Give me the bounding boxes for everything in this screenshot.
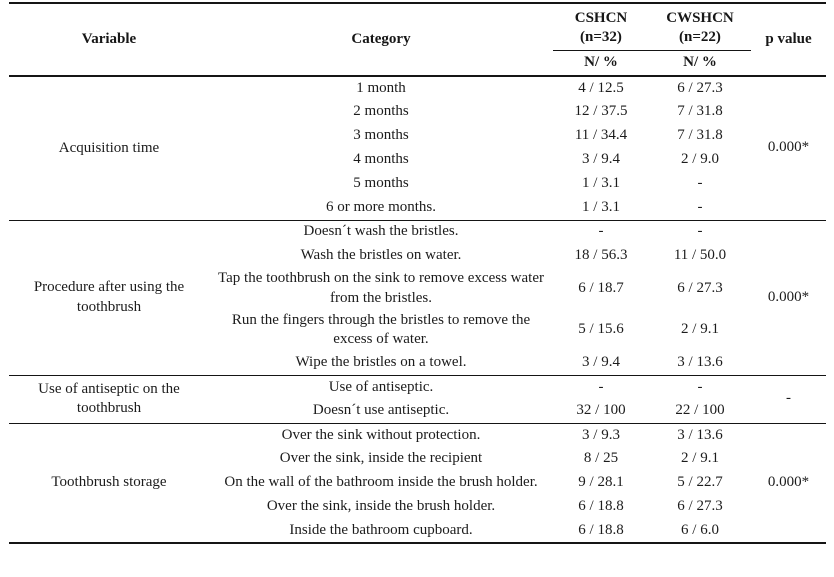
cshcn-value-cell: 1 / 3.1	[582, 198, 620, 215]
cwshcn-value-cell: 6 / 27.3	[649, 75, 751, 100]
table-row: Procedure after using the toothbrush Does…	[9, 219, 826, 376]
subheader-cwshcn-npct: N/ %	[649, 50, 751, 77]
variable-cell: Acquisition time	[9, 75, 209, 220]
category-cell: 5 months	[353, 175, 409, 192]
group2-name: CWSHCN	[666, 10, 734, 26]
cwshcn-value-cell: 11 / 50.0	[673, 247, 727, 264]
column-header-category: Category	[209, 3, 553, 77]
cshcn-value-cell: 9 / 28.1	[578, 474, 624, 491]
variable-cell: Use of antiseptic on the toothbrush	[9, 374, 209, 424]
results-table: Variable Category CSHCN (n=32) CWSHCN (n…	[9, 2, 826, 545]
table-body: Acquisition time 1 month 4 / 12.5 6 / 27.3 0…	[9, 75, 826, 544]
column-header-cwshcn: CWSHCN (n=22)	[649, 3, 751, 51]
table-row: On the wall of the bathroom inside the b…	[9, 471, 826, 495]
category-cell: Run the fingers through the bristles to …	[231, 311, 531, 348]
category-cell: Tap the toothbrush on the sink to remove…	[218, 270, 544, 306]
category-cell: 2 months	[353, 103, 409, 120]
category-cell: Over the sink without protection.	[209, 422, 553, 448]
table-row: 6 or more months. 1 / 3.1 -	[9, 196, 826, 220]
group1-name: CSHCN	[574, 10, 628, 26]
table-row: Toothbrush storage Over the sink without …	[9, 422, 826, 544]
category-cell: Over the sink, inside the brush holder.	[266, 498, 496, 515]
cwshcn-value-cell: -	[649, 374, 751, 400]
cshcn-value-cell: 6 / 18.8	[578, 521, 624, 538]
category-cell: Over the sink, inside the recipient	[279, 450, 483, 467]
table-row: Use of antiseptic on the toothbrush Use o…	[9, 374, 826, 424]
cwshcn-value-cell: 2 / 9.0	[681, 151, 719, 168]
cshcn-value-cell: -	[553, 219, 649, 244]
cwshcn-value-cell: 2 / 9.1	[681, 321, 719, 338]
cshcn-value-cell: 6 / 18.7	[578, 279, 624, 296]
table-row: Wash the bristles on water. 18 / 56.3 11 /…	[9, 244, 826, 268]
column-header-variable: Variable	[9, 3, 209, 77]
cwshcn-value-cell: 7 / 31.8	[677, 103, 723, 120]
cshcn-value-cell: 1 / 3.1	[582, 175, 620, 192]
category-cell: Wipe the bristles on a towel.	[295, 354, 467, 371]
cwshcn-value-cell: 7 / 31.8	[677, 127, 723, 144]
cwshcn-value-cell: 6 / 6.0	[681, 521, 719, 538]
category-cell: Inside the bathroom cupboard.	[289, 521, 473, 538]
category-cell: Doesn´t use antiseptic.	[312, 402, 450, 419]
table-row: Inside the bathroom cupboard. 6 / 18.8 6 /…	[9, 519, 826, 543]
cwshcn-value-cell: 3 / 13.6	[677, 354, 723, 371]
cshcn-value-cell: 32 / 100	[576, 402, 626, 419]
category-cell: On the wall of the bathroom inside the b…	[224, 474, 538, 491]
cwshcn-value-cell: 2 / 9.1	[681, 450, 719, 467]
cwshcn-value-cell: 6 / 27.3	[677, 279, 723, 296]
table-row: Over the sink, inside the recipient 8 / 2…	[9, 447, 826, 471]
cwshcn-value-cell: -	[649, 219, 751, 244]
table-row: Doesn´t use antiseptic. 32 / 100 22 / 100	[9, 399, 826, 423]
column-header-pvalue: p value	[751, 3, 826, 77]
cshcn-value-cell: -	[553, 374, 649, 400]
cshcn-value-cell: 5 / 15.6	[578, 321, 624, 338]
cshcn-value-cell: 6 / 18.8	[578, 498, 624, 515]
category-cell: 6 or more months.	[326, 198, 436, 215]
cwshcn-value-cell: 6 / 27.3	[677, 498, 723, 515]
table-row: Over the sink, inside the brush holder. 6…	[9, 495, 826, 519]
table-row: 4 months 3 / 9.4 2 / 9.0	[9, 148, 826, 172]
category-cell: 1 month	[209, 75, 553, 100]
table-header: Variable Category CSHCN (n=32) CWSHCN (n…	[9, 3, 826, 77]
category-cell: Use of antiseptic.	[209, 374, 553, 400]
table-row: Wipe the bristles on a towel. 3 / 9.4 3 / …	[9, 351, 826, 375]
subheader-cshcn-npct: N/ %	[553, 50, 649, 77]
group2-n: (n=22)	[679, 28, 721, 45]
cshcn-value-cell: 18 / 56.3	[574, 247, 628, 264]
variable-cell: Procedure after using the toothbrush	[9, 219, 209, 376]
pvalue-cell: 0.000*	[751, 422, 826, 544]
cwshcn-value-cell: -	[697, 198, 703, 215]
category-cell: 4 months	[353, 151, 409, 168]
cshcn-value-cell: 11 / 34.4	[574, 127, 628, 144]
variable-cell: Toothbrush storage	[9, 422, 209, 544]
category-cell: 3 months	[353, 127, 409, 144]
cshcn-value-cell: 8 / 25	[583, 450, 619, 467]
pvalue-cell: 0.000*	[751, 75, 826, 220]
cshcn-value-cell: 3 / 9.3	[553, 422, 649, 448]
cshcn-value-cell: 4 / 12.5	[553, 75, 649, 100]
cwshcn-value-cell: 3 / 13.6	[649, 422, 751, 448]
cshcn-value-cell: 3 / 9.4	[582, 354, 620, 371]
group1-n: (n=32)	[580, 28, 622, 45]
cshcn-value-cell: 3 / 9.4	[582, 151, 620, 168]
cwshcn-value-cell: -	[697, 175, 703, 192]
table-row: 2 months 12 / 37.5 7 / 31.8	[9, 100, 826, 124]
category-cell: Wash the bristles on water.	[300, 247, 462, 264]
category-cell: Doesn´t wash the bristles.	[209, 219, 553, 244]
pvalue-cell: 0.000*	[751, 219, 826, 376]
cshcn-value-cell: 12 / 37.5	[574, 103, 628, 120]
column-header-cshcn: CSHCN (n=32)	[553, 3, 649, 51]
table-row: 3 months 11 / 34.4 7 / 31.8	[9, 124, 826, 148]
table-row: Tap the toothbrush on the sink to remove…	[9, 268, 826, 310]
cwshcn-value-cell: 22 / 100	[675, 402, 725, 419]
pvalue-cell: -	[751, 374, 826, 424]
cwshcn-value-cell: 5 / 22.7	[677, 474, 723, 491]
table-row: Acquisition time 1 month 4 / 12.5 6 / 27.3 0…	[9, 75, 826, 220]
table-row: 5 months 1 / 3.1 -	[9, 172, 826, 196]
table-row: Run the fingers through the bristles to …	[9, 310, 826, 352]
